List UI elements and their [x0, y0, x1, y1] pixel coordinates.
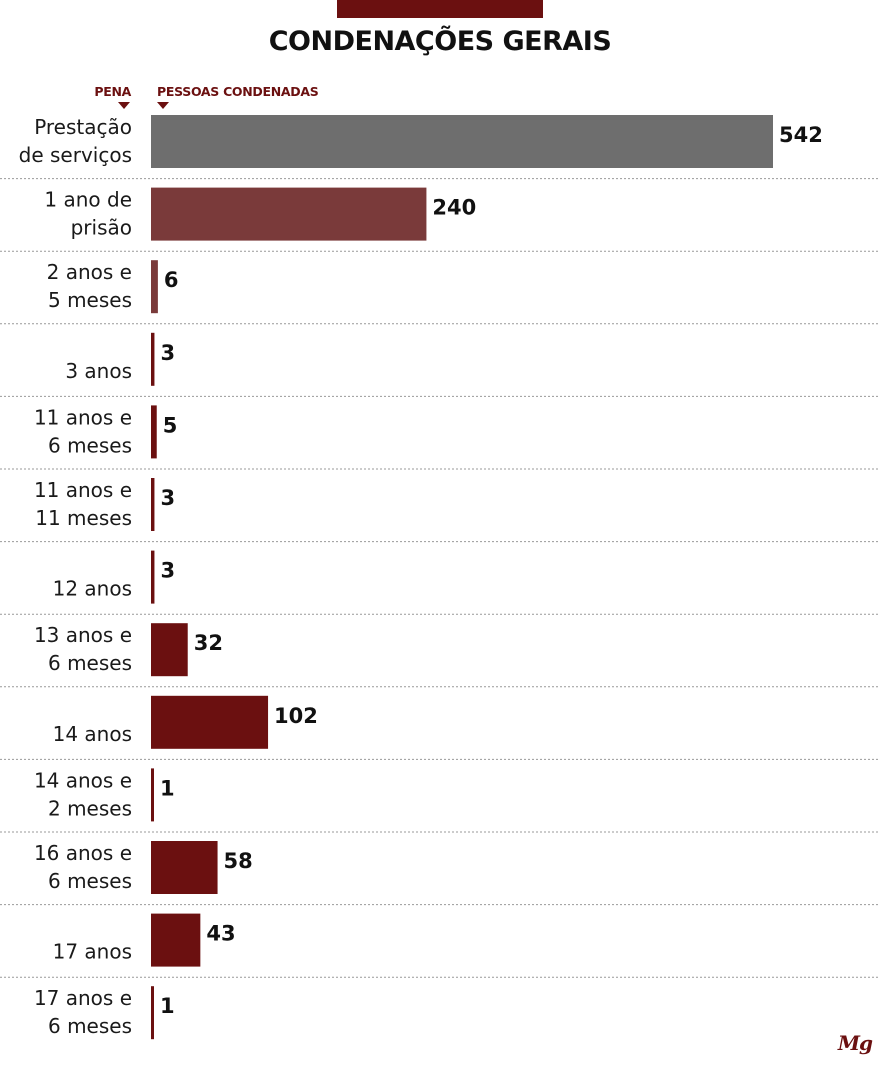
value-label: 32	[194, 631, 223, 655]
category-header: PENA	[94, 84, 131, 99]
value-label: 5	[163, 413, 178, 437]
header-accent-bar	[337, 0, 543, 18]
value-label: 6	[164, 268, 179, 292]
value-label: 3	[160, 341, 175, 365]
value-header-caret-icon	[157, 102, 169, 109]
bar	[151, 550, 155, 604]
value-header: PESSOAS CONDENADAS	[157, 84, 319, 99]
category-label: Prestação de serviços	[19, 115, 132, 167]
bar	[151, 115, 773, 168]
value-label: 58	[224, 849, 253, 873]
bar	[151, 478, 155, 531]
bar	[151, 986, 154, 1040]
value-label: 542	[779, 123, 823, 147]
category-label: 12 anos	[53, 577, 132, 601]
bar	[151, 623, 188, 677]
category-label: 3 anos	[65, 359, 132, 383]
category-label: 11 anos e 11 meses	[34, 478, 132, 530]
bar	[151, 405, 157, 459]
bar	[151, 768, 154, 822]
category-label: 14 anos	[53, 722, 132, 746]
bar	[151, 187, 427, 241]
bar	[151, 841, 218, 894]
category-label: 17 anos	[53, 940, 132, 964]
value-label: 3	[160, 486, 175, 510]
bar	[151, 913, 201, 967]
brand-logo: Mg	[837, 1031, 873, 1055]
value-label: 1	[160, 994, 175, 1018]
category-header-caret-icon	[118, 102, 130, 109]
chart-title: CONDENAÇÕES GERAIS	[268, 26, 612, 57]
value-label: 102	[274, 704, 318, 728]
value-label: 3	[160, 559, 175, 583]
bar	[151, 695, 269, 749]
bar	[151, 260, 158, 314]
value-label: 43	[206, 922, 235, 946]
value-label: 240	[432, 196, 476, 220]
category-label: 1 ano de prisão	[44, 188, 132, 240]
value-label: 1	[160, 776, 175, 800]
bar	[151, 332, 155, 386]
